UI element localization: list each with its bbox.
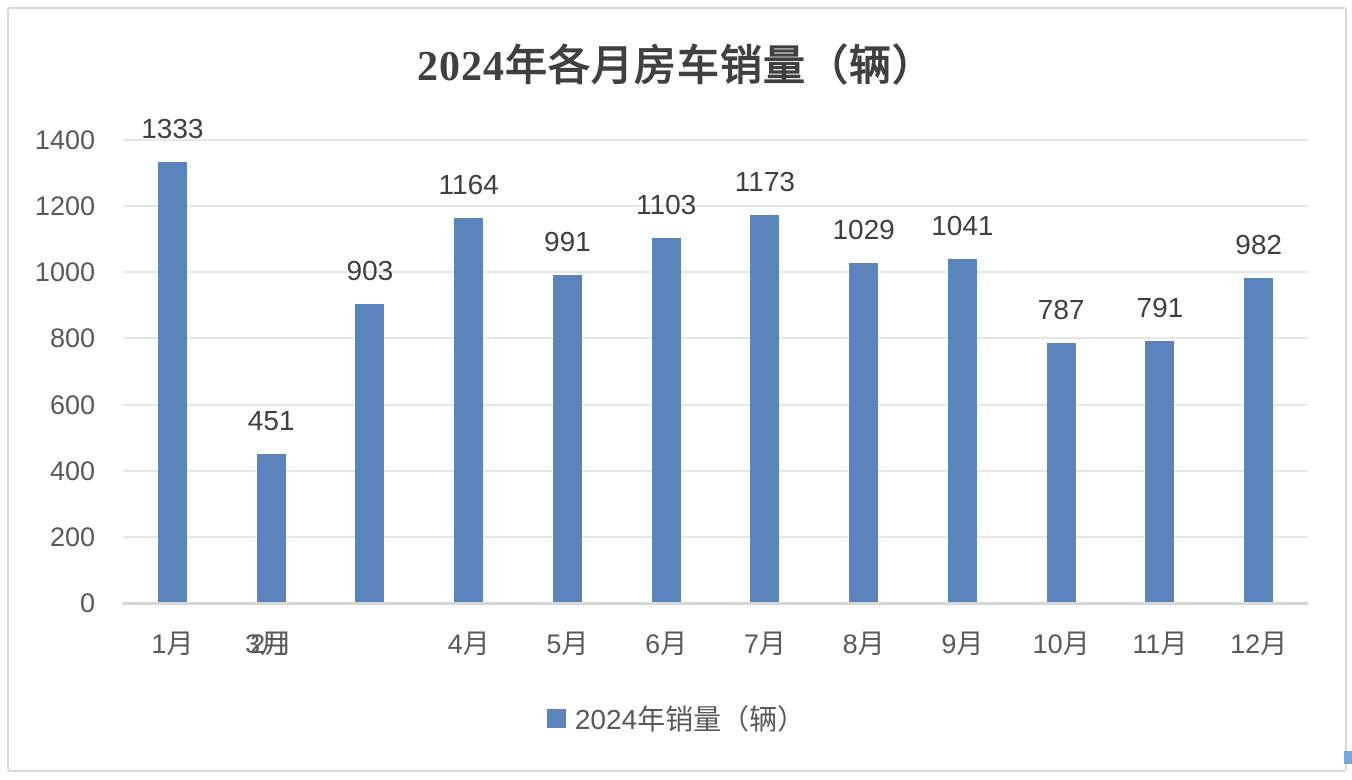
y-axis-label: 0 xyxy=(79,588,95,618)
bar-value-label: 1333 xyxy=(141,113,204,145)
bar xyxy=(256,453,286,602)
x-axis-label: 4月 xyxy=(447,629,490,659)
gridline xyxy=(123,403,1308,406)
x-axis-label: 5月 xyxy=(546,629,589,659)
x-axis-label: 8月 xyxy=(842,629,885,659)
x-axis-label: 10月 xyxy=(1032,629,1090,659)
x-axis-label: 6月 xyxy=(645,629,688,659)
chart-title: 2024年各月房车销量（辆） xyxy=(416,44,935,90)
x-axis-label: 9月 xyxy=(941,629,984,659)
bar-value-label: 1029 xyxy=(832,213,895,245)
bar xyxy=(849,262,879,602)
bar xyxy=(454,218,484,602)
y-axis-label: 1000 xyxy=(34,257,95,288)
artifact-blue-mark xyxy=(1344,751,1352,764)
bar xyxy=(1244,278,1274,602)
bar-value-label: 791 xyxy=(1136,292,1184,324)
y-axis-label: 1200 xyxy=(34,191,95,222)
y-axis-label: 400 xyxy=(49,455,95,486)
y-axis-label: 1400 xyxy=(34,125,95,155)
bar xyxy=(1145,341,1175,602)
legend-marker-icon xyxy=(546,708,566,728)
bar-value-label: 991 xyxy=(544,226,591,258)
bar xyxy=(1046,342,1076,602)
bar-value-label: 1103 xyxy=(636,189,697,221)
bar xyxy=(552,275,582,602)
legend-label: 2024年销量（辆） xyxy=(574,704,806,735)
y-axis-label: 800 xyxy=(49,323,95,354)
bar xyxy=(157,162,187,602)
bar-value-label: 787 xyxy=(1037,293,1085,325)
bar-value-label: 1041 xyxy=(931,209,994,241)
gridline xyxy=(123,469,1308,472)
gridline xyxy=(123,139,1308,141)
bar-value-label: 451 xyxy=(247,404,295,436)
bar xyxy=(750,215,780,602)
x-axis-line xyxy=(123,602,1308,605)
x-axis-label: 2月 xyxy=(250,629,293,659)
legend: 2024年销量（辆） xyxy=(0,700,1352,736)
x-axis-label: 1月 xyxy=(151,629,194,659)
bar-value-label: 982 xyxy=(1235,229,1282,261)
bar xyxy=(355,304,385,602)
gridline xyxy=(123,337,1308,340)
x-axis-label: 7月 xyxy=(743,629,786,659)
bar-value-label: 1164 xyxy=(438,169,499,201)
bar xyxy=(651,238,681,602)
bar-value-label: 903 xyxy=(346,255,394,287)
bar-value-label: 1173 xyxy=(734,166,795,198)
gridline xyxy=(123,535,1308,538)
x-axis-label: 12月 xyxy=(1230,629,1288,659)
gridline xyxy=(123,205,1308,208)
bar xyxy=(947,258,977,602)
y-axis-label: 200 xyxy=(49,521,95,552)
y-axis-label: 600 xyxy=(49,389,95,420)
x-axis-label: 11月 xyxy=(1132,629,1188,659)
gridline xyxy=(123,271,1308,274)
x-axis-label: 3月 xyxy=(245,629,288,659)
